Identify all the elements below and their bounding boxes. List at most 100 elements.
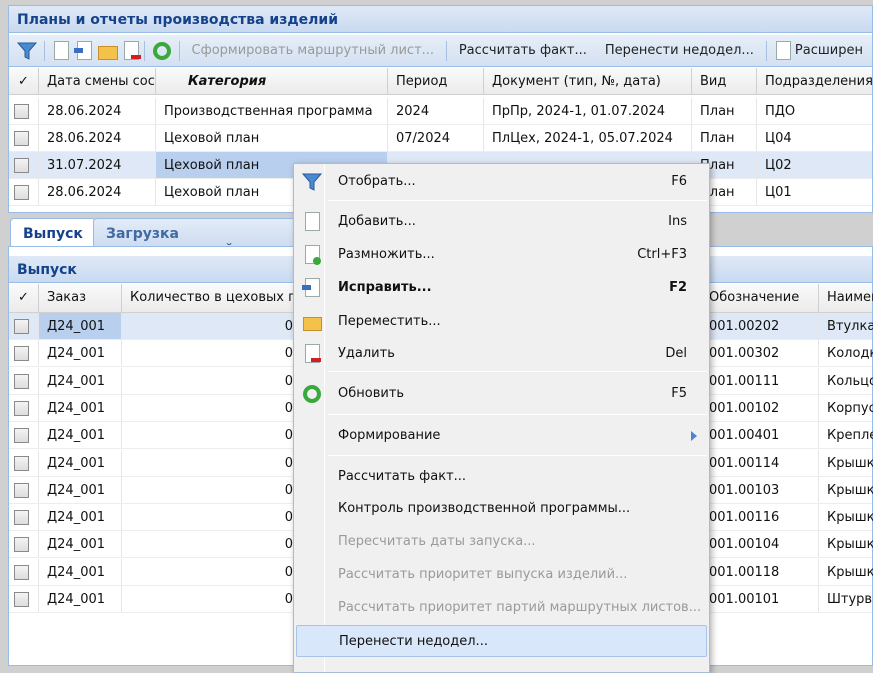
table-row[interactable]: 28.06.2024 Цеховой план 07/2024 ПлЦех, 2024… <box>9 125 872 152</box>
checkbox-cell <box>9 586 39 612</box>
column-header[interactable]: Дата смены сост <box>39 68 156 94</box>
table-cell: 001.00118 <box>701 558 819 585</box>
menu-item[interactable]: Рассчитать приоритет партий маршрутных л… <box>296 592 707 624</box>
menu-item[interactable]: Размножить... Ctrl+F3 <box>296 239 707 271</box>
table-cell: Д24_001 <box>39 422 122 449</box>
column-header[interactable]: Документ (тип, №, дата) <box>484 68 692 94</box>
filter-icon <box>301 171 323 193</box>
row-checkbox[interactable] <box>14 131 29 146</box>
menu-item-label: Удалить <box>338 346 395 361</box>
table-cell: Д24_001 <box>39 476 122 503</box>
row-checkbox[interactable] <box>14 482 29 498</box>
table-cell: Д24_001 <box>39 586 122 612</box>
menu-item[interactable]: Рассчитать факт... <box>296 461 707 493</box>
menu-item-label: Формирование <box>338 428 441 443</box>
filter-icon[interactable] <box>16 40 38 62</box>
table-cell: Д24_001 <box>39 558 122 585</box>
panel-title: Планы и отчеты производства изделий <box>9 6 872 33</box>
menu-item[interactable]: Контроль производственной программы... <box>296 493 707 525</box>
menu-item[interactable]: Переместить... <box>296 306 707 338</box>
row-checkbox[interactable] <box>14 346 29 362</box>
menu-item[interactable]: Добавить... Ins <box>296 206 707 238</box>
settings-document-icon[interactable] <box>773 40 791 62</box>
checkbox-cell <box>9 558 39 585</box>
column-header[interactable]: ✓ <box>9 284 39 312</box>
table-cell: 0 <box>122 558 302 585</box>
menu-separator <box>328 455 707 456</box>
row-checkbox[interactable] <box>14 592 29 607</box>
menu-item[interactable]: Исправить... F2 <box>296 272 707 304</box>
submenu-arrow-icon <box>691 431 697 441</box>
menu-item-label: Обновить <box>338 386 405 401</box>
checkbox-cell <box>9 152 39 178</box>
new-document-icon[interactable] <box>51 40 69 62</box>
column-header[interactable]: Количество в цеховых п <box>122 284 302 312</box>
column-header[interactable]: Категория <box>156 68 388 94</box>
table-cell: Ц02 <box>757 152 873 178</box>
move-undone-button[interactable]: Перенести недодел... <box>604 43 754 58</box>
row-checkbox[interactable] <box>14 319 29 334</box>
table-cell: Д24_001 <box>39 449 122 476</box>
table-cell: 28.06.2024 <box>39 125 156 151</box>
row-checkbox[interactable] <box>14 564 29 580</box>
row-checkbox[interactable] <box>14 537 29 553</box>
table-cell: 001.00101 <box>701 586 819 612</box>
table-row[interactable]: 28.06.2024 Производственная программа 2024… <box>9 98 872 125</box>
column-header[interactable]: Заказ <box>39 284 122 312</box>
row-checkbox[interactable] <box>14 455 29 471</box>
checkbox-cell <box>9 422 39 449</box>
row-checkbox[interactable] <box>14 510 29 526</box>
menu-item[interactable]: Перенести недодел... <box>296 625 707 657</box>
table-cell: Крепле <box>819 422 873 448</box>
menu-item[interactable]: Обновить F5 <box>296 378 707 410</box>
refresh-icon[interactable] <box>151 40 173 62</box>
table-cell: 28.06.2024 <box>39 98 156 124</box>
menu-item-label: Отобрать... <box>338 174 416 189</box>
menu-item-shortcut: Ctrl+F3 <box>637 247 687 262</box>
calc-fact-button[interactable]: Рассчитать факт... <box>458 43 587 58</box>
table-cell: 001.00104 <box>701 531 819 558</box>
table-cell: 07/2024 <box>388 125 484 151</box>
table-cell: Втулка <box>819 313 873 339</box>
toolbar: Сформировать маршрутный лист... Рассчита… <box>9 35 872 67</box>
column-header[interactable]: Вид <box>692 68 757 94</box>
form-route-sheet-button[interactable]: Сформировать маршрутный лист... <box>191 43 435 58</box>
table-cell: 0 <box>122 340 302 367</box>
column-header[interactable]: Подразделения <box>757 68 873 94</box>
table-cell: Кольцо <box>819 368 873 394</box>
row-checkbox[interactable] <box>14 185 29 200</box>
column-header[interactable]: Наимен <box>819 284 873 312</box>
edit-icon[interactable] <box>74 40 93 62</box>
checkbox-cell <box>9 476 39 503</box>
menu-item-label: Рассчитать факт... <box>338 469 467 484</box>
menu-item[interactable]: Отобрать... F6 <box>296 166 707 198</box>
tab-output[interactable]: Выпуск <box>10 218 96 247</box>
row-checkbox[interactable] <box>14 428 29 444</box>
table-cell: 0 <box>122 531 302 558</box>
table-cell: 0 <box>122 449 302 476</box>
delete-icon[interactable] <box>121 40 141 62</box>
row-checkbox[interactable] <box>14 104 29 119</box>
menu-item[interactable]: Формирование <box>296 420 707 452</box>
menu-item-label: Переместить... <box>338 314 441 329</box>
table-cell: 0 <box>122 394 302 421</box>
column-header[interactable]: Обозначение <box>701 284 819 312</box>
table-cell: 001.00111 <box>701 367 819 394</box>
table-cell: Производственная программа <box>156 98 388 124</box>
menu-item[interactable]: Пересчитать даты запуска... <box>296 526 707 558</box>
table-cell: 28.06.2024 <box>39 179 156 205</box>
table-cell: 0 <box>122 367 302 394</box>
menu-item[interactable]: Рассчитать приоритет выпуска изделий... <box>296 559 707 591</box>
tab-load[interactable]: Загрузка подразделений <box>93 218 308 258</box>
row-checkbox[interactable] <box>14 373 29 389</box>
row-checkbox[interactable] <box>14 158 29 173</box>
checkbox-cell <box>9 179 39 205</box>
extended-button[interactable]: Расширен <box>794 43 863 58</box>
column-header[interactable]: Период <box>388 68 484 94</box>
folder-icon <box>302 311 322 333</box>
table-cell: 001.00103 <box>701 476 819 503</box>
row-checkbox[interactable] <box>14 400 29 416</box>
column-header[interactable]: ✓ <box>9 68 39 94</box>
menu-item[interactable]: Удалить Del <box>296 338 707 370</box>
folder-icon[interactable] <box>97 40 119 62</box>
